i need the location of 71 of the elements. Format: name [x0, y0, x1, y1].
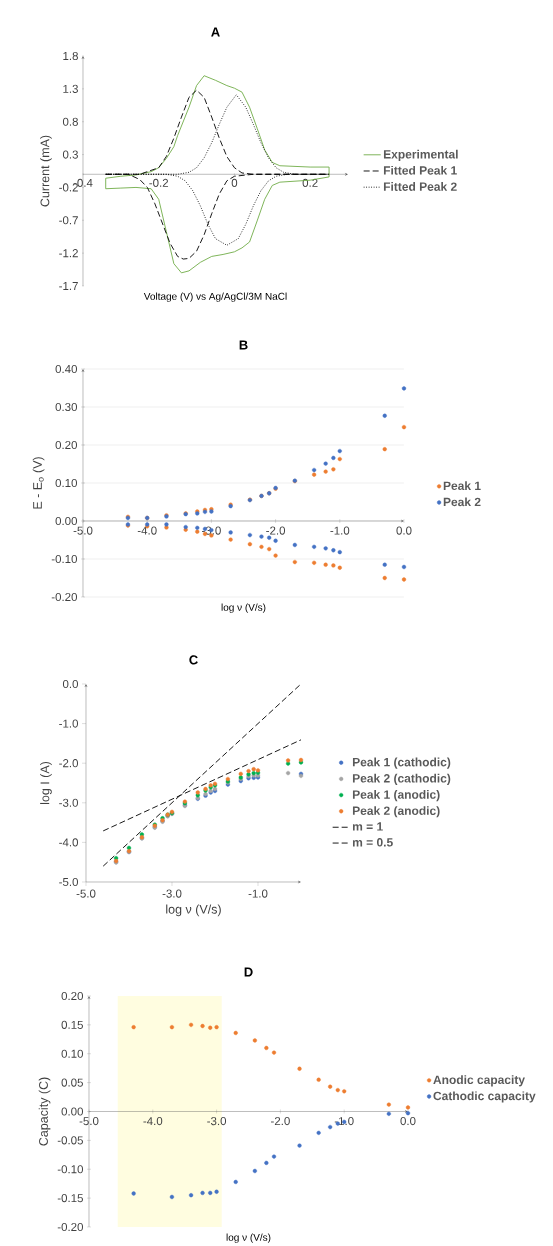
legend-label: Peak 1 (anodic) — [352, 789, 440, 802]
legend-label: Peak 2 (anodic) — [352, 806, 440, 818]
legend-label: Peak 1 — [443, 481, 481, 490]
y-axis-title: log I (A) — [40, 761, 52, 805]
legend-label: Peak 2 — [443, 497, 481, 507]
x-axis-title: log ν (V/s) — [166, 904, 221, 917]
y-tick-label: 0.10 — [61, 1049, 84, 1058]
y-tick-label: -0.10 — [51, 554, 78, 564]
x-axis-title: log ν (V/s) — [226, 1233, 271, 1243]
y-axis-title: Current (mA) — [40, 135, 52, 207]
y-tick-label: -5.0 — [59, 877, 79, 887]
y-axis-title: E - E$_{o}$ (V) — [32, 457, 45, 509]
y-tick-label: 0.10 — [55, 478, 78, 488]
y-tick-label: 0.40 — [55, 364, 78, 374]
y-tick-label: -4.0 — [59, 838, 79, 847]
y-tick-label: 0.15 — [61, 1020, 83, 1029]
legend-label: Fitted Peak 2 — [383, 182, 457, 191]
x-tick-label: -3.0 — [207, 1117, 227, 1126]
x-tick-label: -1.0 — [248, 889, 268, 898]
chart-title: D — [244, 967, 253, 977]
y-tick-label: 0.30 — [55, 402, 78, 412]
x-tick-label: -1.0 — [334, 1117, 354, 1126]
chart-title: A — [211, 27, 220, 37]
y-tick-label: 0.0 — [62, 679, 79, 689]
x-tick-label: -5.0 — [79, 1117, 99, 1126]
y-tick-label: -1.2 — [59, 249, 78, 258]
x-tick-label: 0.2 — [302, 178, 318, 187]
y-tick-label: -0.05 — [57, 1136, 83, 1145]
y-tick-label: 0.8 — [62, 117, 78, 126]
y-tick-label: -0.10 — [57, 1165, 84, 1174]
legend-label: Fitted Peak 1 — [383, 165, 457, 175]
x-tick-label: -4.0 — [143, 1117, 163, 1126]
chart-title: B — [239, 340, 248, 350]
x-tick-label: -0.2 — [149, 178, 169, 187]
y-tick-label: -0.20 — [57, 1222, 84, 1232]
y-tick-label: 0.05 — [61, 1078, 83, 1087]
y-tick-label: -3.0 — [59, 798, 79, 807]
y-tick-label: 0.3 — [62, 150, 78, 159]
legend-label: m = 0.5 — [352, 838, 393, 847]
y-tick-label: 1.3 — [63, 84, 78, 93]
legend-label: Cathodic capacity — [433, 1091, 536, 1103]
y-tick-label: 1.8 — [63, 51, 78, 61]
x-tick-label: -2.0 — [266, 526, 286, 535]
x-tick-label: -5.0 — [76, 889, 96, 898]
legend-label: Experimental — [383, 149, 458, 161]
x-tick-label: 0 — [231, 178, 238, 187]
x-tick-label: -3.0 — [162, 889, 182, 898]
y-tick-label: 0.00 — [61, 1107, 84, 1116]
y-tick-label: -0.7 — [59, 216, 78, 225]
y-tick-label: 0.00 — [55, 516, 78, 526]
legend-label: Peak 1 (cathodic) — [352, 757, 451, 769]
y-tick-label: 0.20 — [61, 991, 84, 1001]
x-tick-label: 0.0 — [400, 1117, 416, 1126]
y-tick-label: -1.0 — [59, 719, 79, 728]
x-tick-label: 0.0 — [396, 526, 412, 535]
y-tick-label: -2.0 — [59, 759, 79, 768]
x-axis-title: Voltage (V) vs Ag/AgCl/3M NaCl — [143, 292, 287, 302]
y-tick-label: -1.7 — [59, 282, 78, 290]
x-tick-label: -5.0 — [73, 526, 93, 535]
x-tick-label: -2.0 — [271, 1117, 290, 1126]
legend-label: m = 1 — [352, 822, 383, 831]
chart-title: C — [189, 655, 198, 665]
legend-label: Anodic capacity — [433, 1075, 525, 1087]
legend-label: Peak 2 (cathodic) — [352, 773, 451, 785]
y-axis-title: Capacity (C) — [38, 1077, 51, 1146]
y-tick-label: -0.20 — [51, 592, 78, 602]
y-tick-label: -0.15 — [57, 1194, 83, 1203]
x-axis-title: log ν (V/s) — [221, 603, 266, 613]
x-tick-label: -1.0 — [330, 526, 350, 535]
y-tick-label: 0.20 — [55, 440, 78, 450]
x-tick-label: -4.0 — [137, 526, 157, 535]
